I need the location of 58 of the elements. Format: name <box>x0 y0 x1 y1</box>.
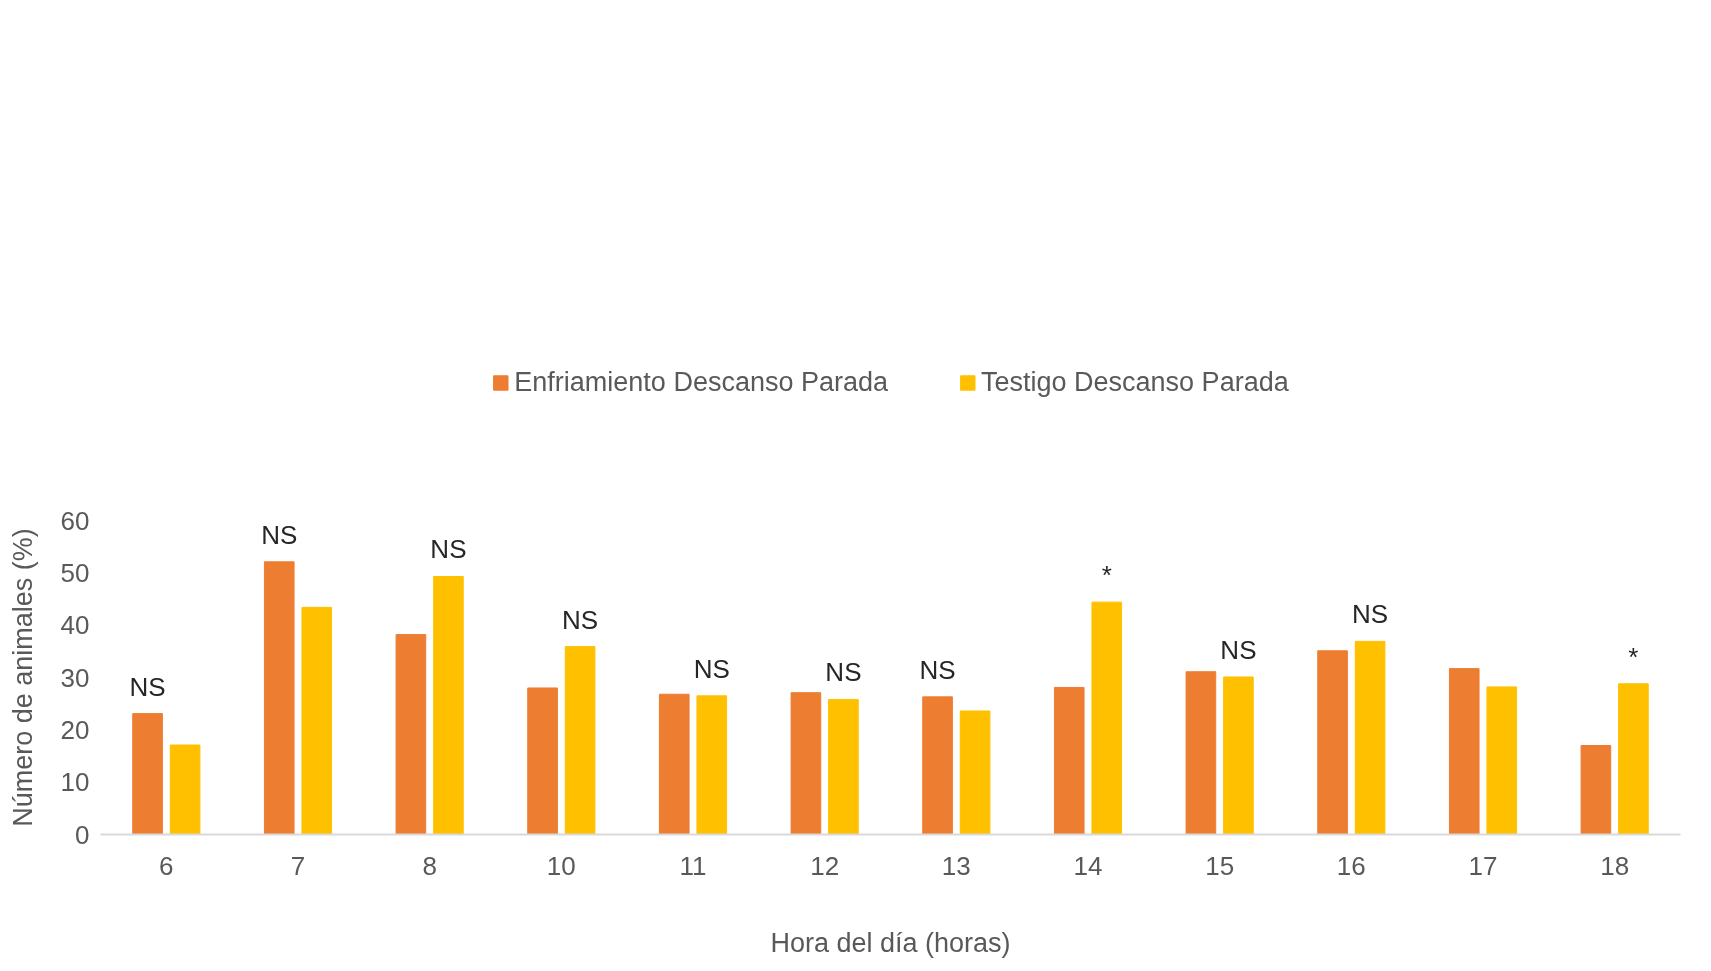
y-tick-label: 30 <box>60 662 90 693</box>
bar <box>922 696 953 835</box>
bar <box>959 710 991 835</box>
annotation: NS <box>129 671 166 702</box>
x-tick-label: 10 <box>546 850 576 881</box>
y-tick-label: 0 <box>75 819 90 850</box>
x-tick-label: 6 <box>159 850 174 881</box>
bar <box>1618 683 1649 835</box>
annotation: NS <box>825 657 862 688</box>
x-tick-label: 8 <box>422 850 437 881</box>
legend-label: Testigo Descanso Parada <box>981 366 1289 398</box>
x-tick-label: 18 <box>1600 850 1630 881</box>
annotation: NS <box>1352 599 1389 630</box>
x-tick-label: 13 <box>941 850 971 881</box>
bar <box>1091 601 1123 835</box>
bar <box>527 687 558 835</box>
x-tick-label: 16 <box>1336 850 1366 881</box>
x-tick-label: 14 <box>1073 850 1103 881</box>
bar <box>828 698 859 835</box>
bar <box>658 693 690 835</box>
bar <box>1317 650 1348 835</box>
x-tick-label: 7 <box>290 850 306 881</box>
y-tick-label: 20 <box>60 714 90 745</box>
x-tick-label: 15 <box>1205 850 1235 881</box>
bar <box>433 576 464 835</box>
bar <box>1223 676 1254 835</box>
annotation: NS <box>693 653 730 684</box>
bar <box>395 634 427 835</box>
bar <box>1580 745 1612 835</box>
y-tick-label: 60 <box>60 505 90 536</box>
y-axis-title: Número de animales (%) <box>7 528 38 827</box>
bar <box>263 561 295 835</box>
x-axis-title: Hora del día (horas) <box>770 927 1011 958</box>
x-tick-label: 17 <box>1468 850 1498 881</box>
y-tick-label: 40 <box>60 610 90 641</box>
bar <box>301 606 333 835</box>
bar <box>790 692 822 835</box>
x-tick-label: 12 <box>810 850 840 881</box>
bar <box>696 695 728 835</box>
bar <box>564 646 596 835</box>
x-tick-label: 11 <box>679 850 707 881</box>
legend-label: Enfriamiento Descanso Parada <box>514 366 889 398</box>
bar <box>1448 668 1480 835</box>
annotation: NS <box>1220 634 1257 665</box>
bar <box>1486 686 1518 835</box>
bar <box>132 713 163 835</box>
annotation: * <box>1101 560 1112 591</box>
bar <box>1185 671 1217 835</box>
bar <box>1354 640 1386 835</box>
annotation: NS <box>562 604 599 635</box>
annotation: * <box>1628 641 1639 672</box>
annotation: NS <box>261 519 298 550</box>
annotation: NS <box>430 534 467 565</box>
bar <box>169 744 201 835</box>
bar <box>1053 686 1085 835</box>
y-tick-label: 50 <box>60 557 90 588</box>
y-tick-label: 10 <box>60 767 90 798</box>
annotation: NS <box>919 654 956 685</box>
